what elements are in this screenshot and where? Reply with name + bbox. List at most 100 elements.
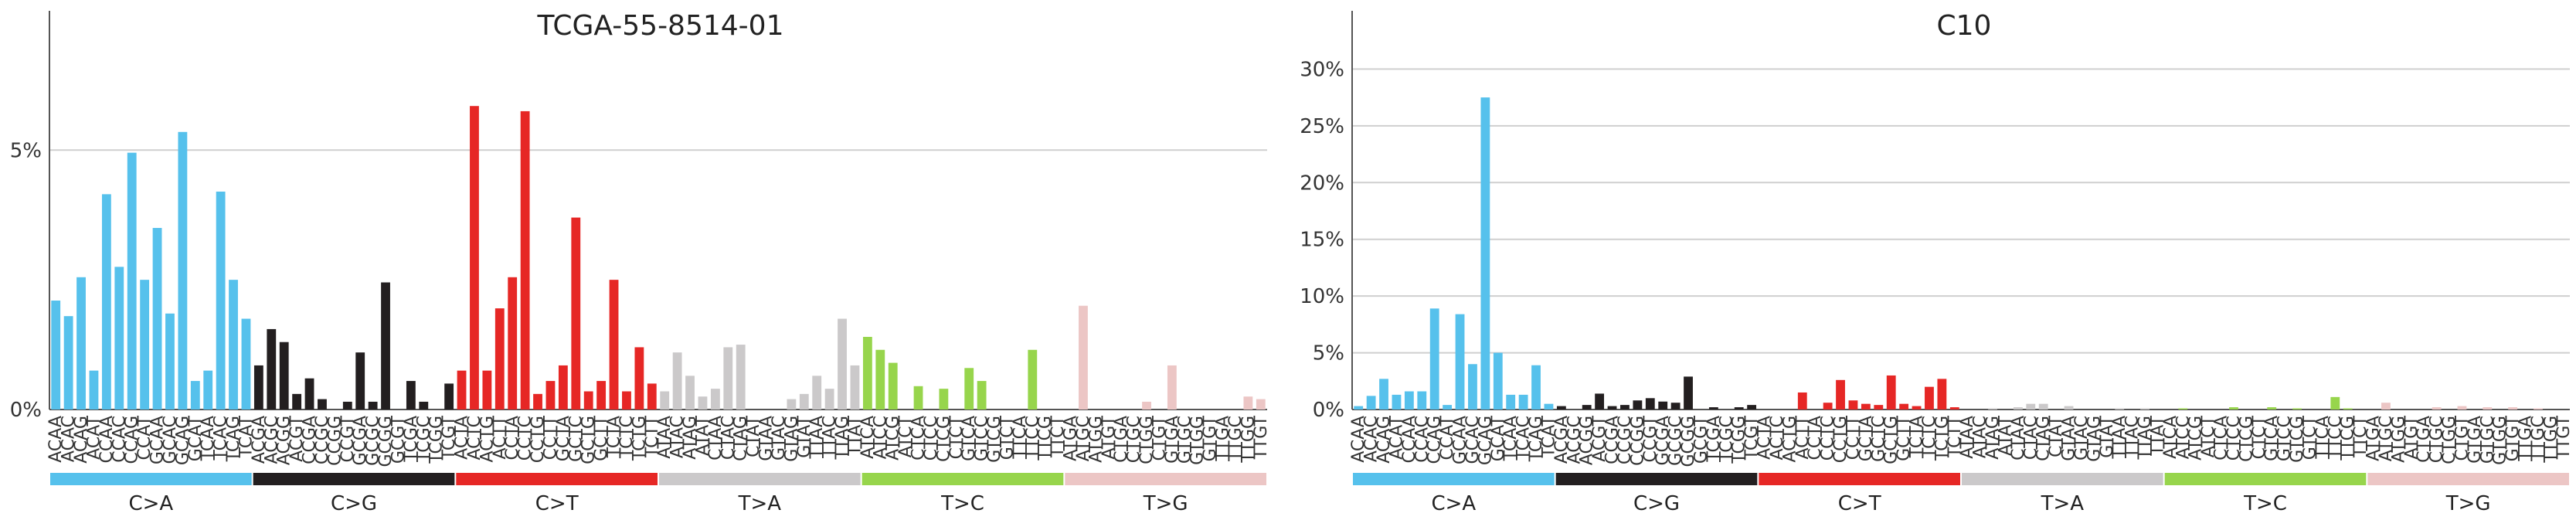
x-tick-label: TTAC bbox=[2123, 416, 2143, 459]
bar bbox=[1937, 379, 1947, 410]
chart-title: C10 bbox=[1937, 10, 1992, 42]
bar bbox=[152, 228, 162, 410]
bar bbox=[862, 337, 872, 410]
x-tick-label: CTGG bbox=[2440, 416, 2459, 464]
x-tick-label: GTGA bbox=[1163, 416, 1182, 464]
bar bbox=[457, 370, 467, 410]
bar bbox=[913, 386, 923, 410]
group-label: T>G bbox=[1143, 492, 1188, 515]
bar bbox=[1708, 407, 1718, 410]
group-strip bbox=[659, 473, 861, 485]
group-strip bbox=[1353, 473, 1555, 485]
x-tick-label: ACTC bbox=[1768, 416, 1787, 461]
x-tick-label: GCAG bbox=[1476, 416, 1495, 465]
x-tick-label: ACAA bbox=[1349, 416, 1368, 463]
x-tick-label: TCGA bbox=[402, 416, 421, 463]
x-tick-label: TTGA bbox=[1214, 416, 1233, 462]
bar bbox=[964, 368, 974, 410]
x-tick-label: GCTT bbox=[592, 415, 611, 461]
x-tick-label: ACGC bbox=[1565, 416, 1584, 464]
group-label: C>G bbox=[1633, 492, 1680, 515]
bar bbox=[1518, 394, 1528, 410]
x-tick-label: TTAA bbox=[2110, 416, 2129, 460]
x-tick-label: TTGG bbox=[1239, 416, 1258, 464]
bar bbox=[850, 365, 860, 410]
x-tick-label: GCTA bbox=[554, 416, 573, 461]
group-strip bbox=[2367, 473, 2569, 485]
bar bbox=[1899, 403, 1909, 410]
x-tick-label: CTGC bbox=[2428, 416, 2447, 463]
bar bbox=[494, 308, 505, 410]
bar bbox=[622, 391, 631, 410]
bar bbox=[1823, 403, 1833, 410]
x-tick-label: GTGT bbox=[2503, 415, 2523, 461]
bar bbox=[76, 277, 86, 410]
bar bbox=[672, 352, 682, 410]
group-label: C>G bbox=[331, 492, 377, 515]
bar bbox=[583, 391, 593, 410]
bar bbox=[723, 347, 733, 410]
x-tick-label: CCAA bbox=[1400, 416, 1419, 463]
x-tick-label: CTAC bbox=[2021, 416, 2041, 460]
x-tick-label: CCAG bbox=[1426, 416, 1445, 464]
chart-title: TCGA-55-8514-01 bbox=[537, 10, 784, 42]
group-strip bbox=[253, 473, 455, 485]
bar bbox=[609, 280, 619, 410]
x-tick-label: TTGT bbox=[1252, 415, 1271, 460]
x-tick-label: GCTC bbox=[566, 416, 586, 462]
x-tick-label: GTCC bbox=[973, 416, 992, 461]
x-tick-label: TCAC bbox=[1514, 416, 1534, 461]
x-tick-label: ACGT bbox=[287, 415, 307, 461]
x-tick-label: CCAG bbox=[123, 416, 142, 464]
bar bbox=[533, 393, 542, 410]
bar bbox=[1392, 394, 1402, 410]
bar bbox=[1544, 403, 1554, 410]
group-label: T>A bbox=[2041, 492, 2085, 515]
bar bbox=[127, 152, 137, 410]
x-tick-label: ATGA bbox=[2364, 416, 2384, 461]
bar bbox=[812, 376, 822, 410]
x-tick-label: ACGA bbox=[1552, 416, 1572, 464]
x-tick-label: GCTG bbox=[1882, 416, 1901, 464]
y-tick-label: 15% bbox=[1300, 229, 1344, 252]
bar bbox=[1886, 375, 1896, 410]
bar bbox=[838, 318, 847, 410]
bar bbox=[2457, 406, 2467, 410]
x-tick-label: CCTA bbox=[1806, 416, 1825, 461]
x-tick-label: ACTT bbox=[1793, 415, 1813, 459]
x-tick-label: CCTA bbox=[503, 416, 522, 461]
bar bbox=[508, 277, 518, 410]
x-tick-label: ACAA bbox=[46, 416, 66, 463]
bar bbox=[1747, 405, 1757, 410]
bar bbox=[571, 217, 581, 410]
y-tick-label: 5% bbox=[1313, 342, 1344, 365]
x-tick-label: CCGT bbox=[1641, 415, 1660, 462]
bar bbox=[2013, 407, 2023, 410]
bar bbox=[279, 342, 289, 410]
bar bbox=[419, 401, 429, 410]
x-tick-label: CTGA bbox=[2415, 416, 2434, 463]
bar bbox=[406, 381, 416, 410]
x-tick-label: GTCT bbox=[2300, 415, 2319, 460]
bar bbox=[824, 389, 834, 410]
x-tick-label: CTCT bbox=[947, 415, 967, 459]
x-tick-label: ACTG bbox=[1780, 416, 1799, 463]
x-tick-label: GTAG bbox=[2085, 416, 2104, 462]
x-tick-label: ACGG bbox=[275, 416, 294, 465]
x-tick-label: GTCC bbox=[2275, 416, 2295, 461]
x-tick-label: GCTT bbox=[1895, 415, 1914, 461]
x-tick-label: GTGT bbox=[1201, 415, 1220, 461]
x-tick-label: GCGG bbox=[376, 416, 396, 467]
x-tick-label: GCGA bbox=[1653, 416, 1673, 466]
x-tick-label: TTGG bbox=[2541, 416, 2561, 464]
bar bbox=[685, 376, 695, 410]
x-tick-label: TCAC bbox=[212, 416, 231, 461]
x-tick-label: CTCA bbox=[909, 416, 929, 461]
x-tick-label: TTAC bbox=[821, 416, 840, 459]
x-tick-label: GTAA bbox=[757, 416, 777, 461]
bar bbox=[1079, 305, 1088, 410]
bar bbox=[470, 106, 479, 410]
x-tick-label: GTAC bbox=[770, 416, 789, 461]
bar bbox=[190, 381, 200, 410]
y-tick-label: 25% bbox=[1300, 115, 1344, 138]
